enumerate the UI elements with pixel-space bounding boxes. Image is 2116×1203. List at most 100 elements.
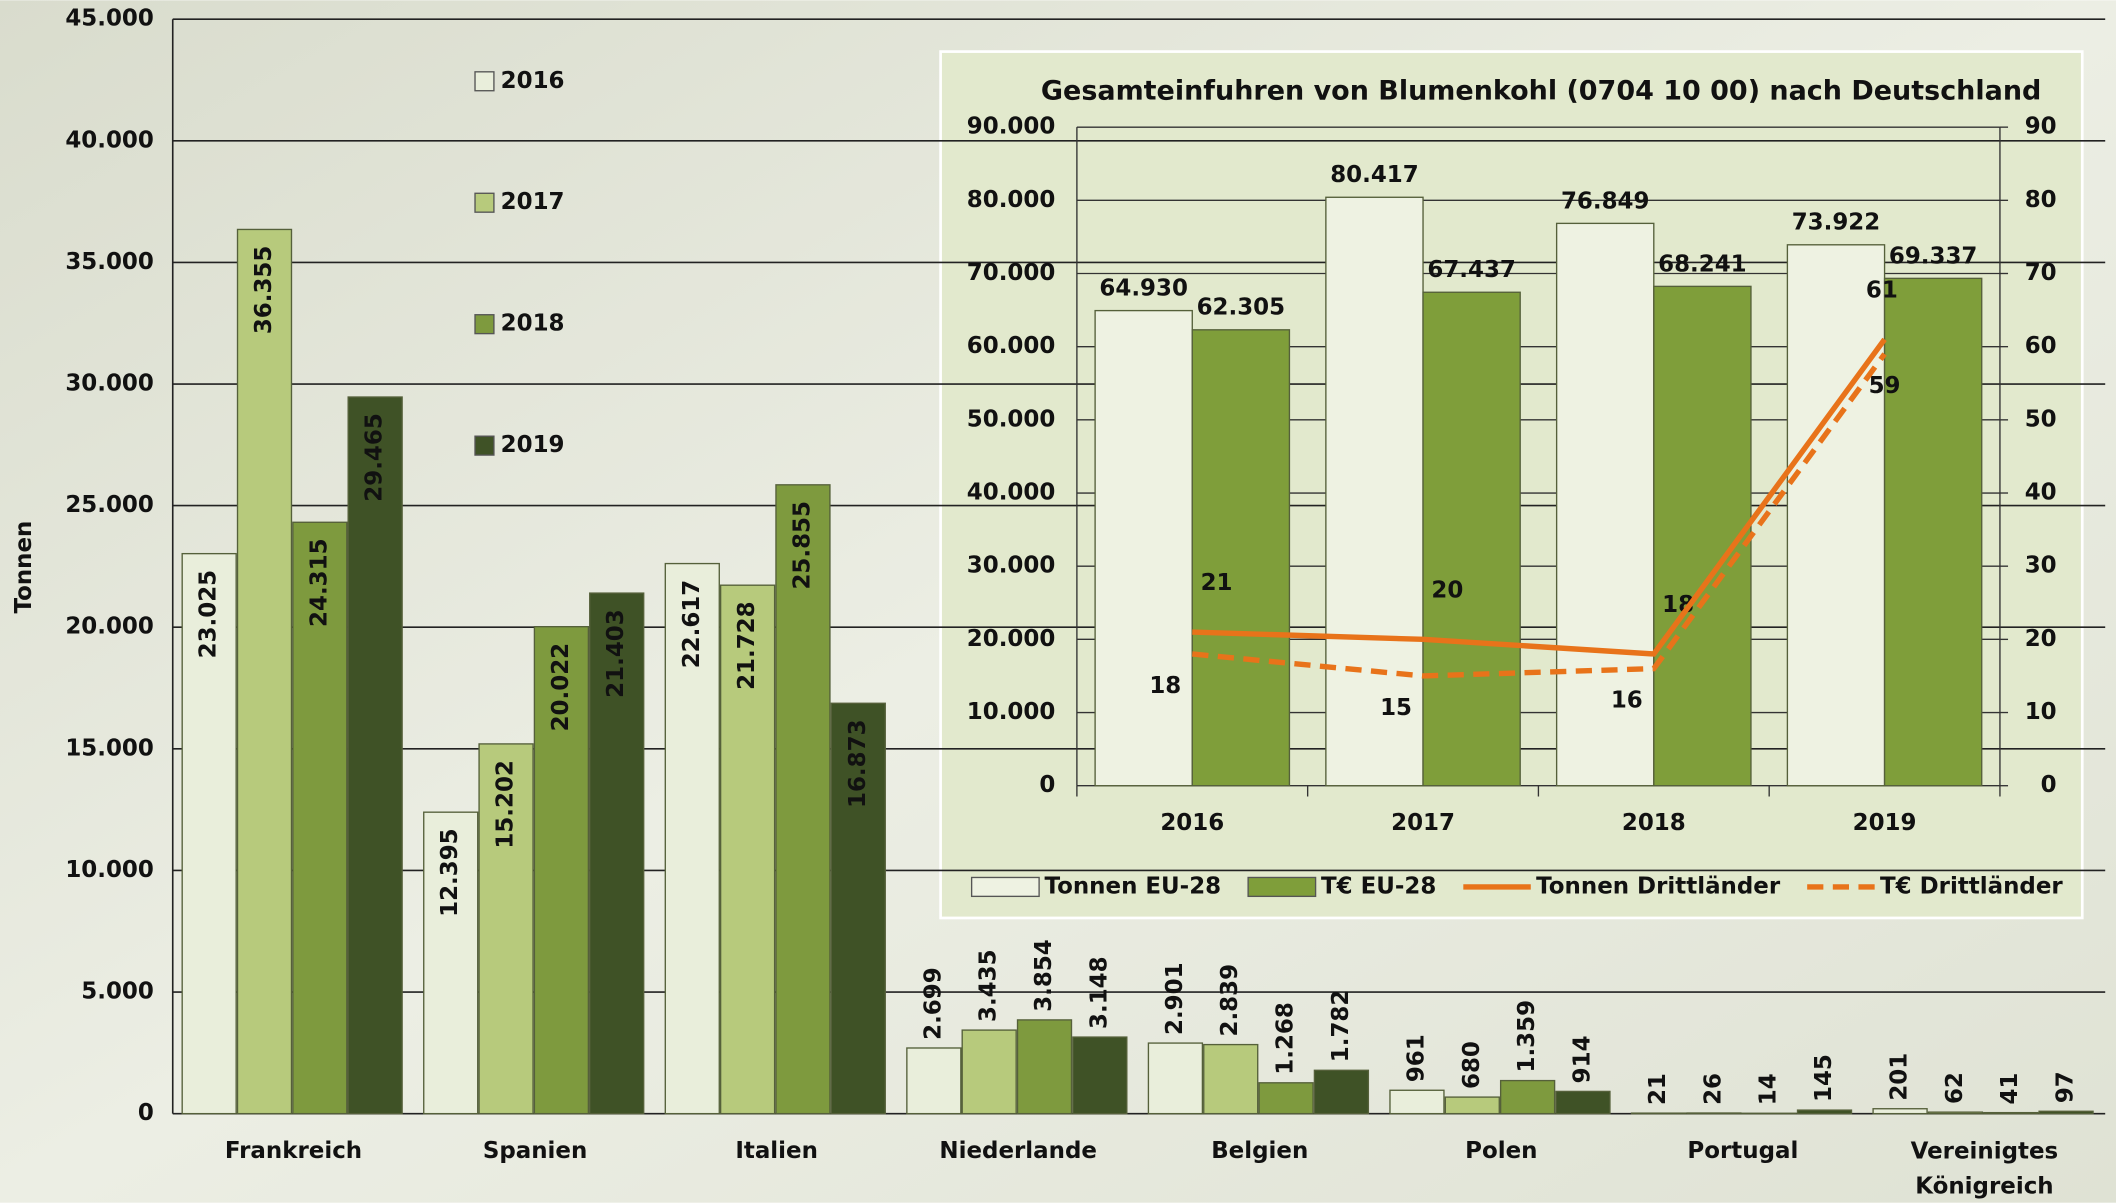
x-tick-label: Polen bbox=[1465, 1138, 1537, 1164]
bar bbox=[1556, 1091, 1610, 1113]
value-label: 21.728 bbox=[734, 601, 760, 690]
y-tick-label: 0 bbox=[138, 1100, 154, 1126]
legend-label: 2017 bbox=[501, 189, 565, 215]
legend-label: 2016 bbox=[501, 68, 565, 94]
value-label: 41 bbox=[1997, 1073, 2023, 1105]
bar bbox=[1928, 1112, 1982, 1114]
bar bbox=[1148, 1043, 1202, 1114]
value-label: 20.022 bbox=[548, 643, 574, 732]
value-label: 69.337 bbox=[1889, 243, 1978, 269]
value-label: 12.395 bbox=[437, 828, 463, 917]
bar bbox=[1259, 1083, 1313, 1114]
value-label: 25.855 bbox=[789, 501, 815, 590]
legend-swatch bbox=[1248, 877, 1315, 896]
legend-label: Tonnen EU-28 bbox=[1045, 873, 1222, 899]
line-value-label: 18 bbox=[1149, 673, 1181, 699]
bar bbox=[2039, 1111, 2093, 1113]
y-tick-label: 45.000 bbox=[65, 6, 154, 32]
value-label: 16.873 bbox=[845, 719, 871, 808]
y2-tick-label: 30 bbox=[2025, 553, 2057, 579]
y2-tick-label: 60 bbox=[2025, 333, 2057, 359]
value-label: 22.617 bbox=[679, 580, 705, 669]
value-label: 1.782 bbox=[1328, 990, 1354, 1063]
value-label: 201 bbox=[1887, 1053, 1913, 1101]
x-tick-label: 2016 bbox=[1160, 810, 1224, 836]
value-label: 2.839 bbox=[1217, 964, 1243, 1037]
y-tick-label: 70.000 bbox=[967, 260, 1056, 286]
bar bbox=[1073, 1037, 1127, 1114]
bar bbox=[1654, 286, 1751, 785]
bar bbox=[1390, 1090, 1444, 1113]
value-label: 80.417 bbox=[1330, 162, 1419, 188]
value-label: 680 bbox=[1459, 1041, 1485, 1089]
y-tick-label: 30.000 bbox=[967, 553, 1056, 579]
x-tick-label: Spanien bbox=[483, 1138, 588, 1164]
value-label: 73.922 bbox=[1792, 210, 1881, 236]
x-tick-label: Portugal bbox=[1687, 1138, 1798, 1164]
legend-label: Tonnen Drittländer bbox=[1536, 873, 1781, 899]
y-axis-label: Tonnen bbox=[11, 521, 37, 614]
legend-label: 2018 bbox=[501, 311, 565, 337]
bar bbox=[1018, 1020, 1072, 1114]
legend-swatch bbox=[475, 436, 494, 455]
legend-label: 2019 bbox=[501, 432, 565, 458]
value-label: 62.305 bbox=[1197, 295, 1286, 321]
value-label: 3.148 bbox=[1086, 956, 1112, 1029]
bar bbox=[238, 229, 292, 1113]
value-label: 23.025 bbox=[196, 570, 222, 659]
bar bbox=[1445, 1097, 1499, 1114]
y2-tick-label: 70 bbox=[2025, 260, 2057, 286]
y-tick-label: 60.000 bbox=[967, 333, 1056, 359]
y2-tick-label: 50 bbox=[2025, 406, 2057, 432]
value-label: 145 bbox=[1811, 1054, 1837, 1102]
x-tick-label: 2017 bbox=[1391, 810, 1455, 836]
y-tick-label: 20.000 bbox=[65, 614, 154, 640]
legend-label: T€ Drittländer bbox=[1880, 873, 2063, 899]
y-tick-label: 35.000 bbox=[65, 249, 154, 275]
value-label: 21.403 bbox=[603, 609, 629, 698]
value-label: 14 bbox=[1756, 1073, 1782, 1105]
bar bbox=[1787, 245, 1884, 786]
value-label: 24.315 bbox=[306, 538, 332, 627]
bar bbox=[1873, 1109, 1927, 1114]
value-label: 2.699 bbox=[920, 967, 946, 1040]
bar bbox=[348, 397, 402, 1114]
y2-tick-label: 20 bbox=[2025, 626, 2057, 652]
bar bbox=[1423, 292, 1520, 785]
line-value-label: 59 bbox=[1869, 373, 1901, 399]
y-tick-label: 90.000 bbox=[967, 114, 1056, 140]
value-label: 15.202 bbox=[493, 760, 519, 849]
value-label: 62 bbox=[1942, 1072, 1968, 1104]
y-tick-label: 15.000 bbox=[65, 735, 154, 761]
line-value-label: 16 bbox=[1611, 688, 1643, 714]
y2-tick-label: 80 bbox=[2025, 187, 2057, 213]
legend-swatch bbox=[475, 72, 494, 91]
chart: Tonnen Gesamteinfuhren von Blumenkohl (0… bbox=[0, 0, 2116, 1203]
y-tick-label: 20.000 bbox=[967, 626, 1056, 652]
line-value-label: 15 bbox=[1380, 695, 1412, 721]
inset-title: Gesamteinfuhren von Blumenkohl (0704 10 … bbox=[1041, 76, 2041, 107]
value-label: 2.901 bbox=[1162, 962, 1188, 1035]
value-label: 26 bbox=[1700, 1073, 1726, 1105]
value-label: 97 bbox=[2053, 1071, 2079, 1103]
y-tick-label: 5.000 bbox=[81, 979, 154, 1005]
y-tick-label: 25.000 bbox=[65, 492, 154, 518]
y2-tick-label: 10 bbox=[2025, 699, 2057, 725]
y-tick-label: 80.000 bbox=[967, 187, 1056, 213]
value-label: 1.359 bbox=[1514, 1000, 1540, 1073]
bar bbox=[1095, 311, 1192, 786]
value-label: 21 bbox=[1645, 1073, 1671, 1105]
value-label: 68.241 bbox=[1658, 251, 1747, 277]
x-tick-label: Belgien bbox=[1211, 1138, 1308, 1164]
value-label: 914 bbox=[1569, 1035, 1595, 1083]
bar bbox=[1885, 278, 1982, 785]
value-label: 67.437 bbox=[1427, 257, 1516, 283]
value-label: 3.435 bbox=[976, 949, 1002, 1022]
value-label: 961 bbox=[1403, 1034, 1429, 1082]
y-tick-label: 40.000 bbox=[967, 480, 1056, 506]
y2-tick-label: 0 bbox=[2041, 772, 2057, 798]
bar bbox=[1798, 1110, 1852, 1114]
value-label: 1.268 bbox=[1273, 1002, 1299, 1075]
legend-swatch bbox=[475, 315, 494, 334]
bar bbox=[1192, 330, 1289, 786]
